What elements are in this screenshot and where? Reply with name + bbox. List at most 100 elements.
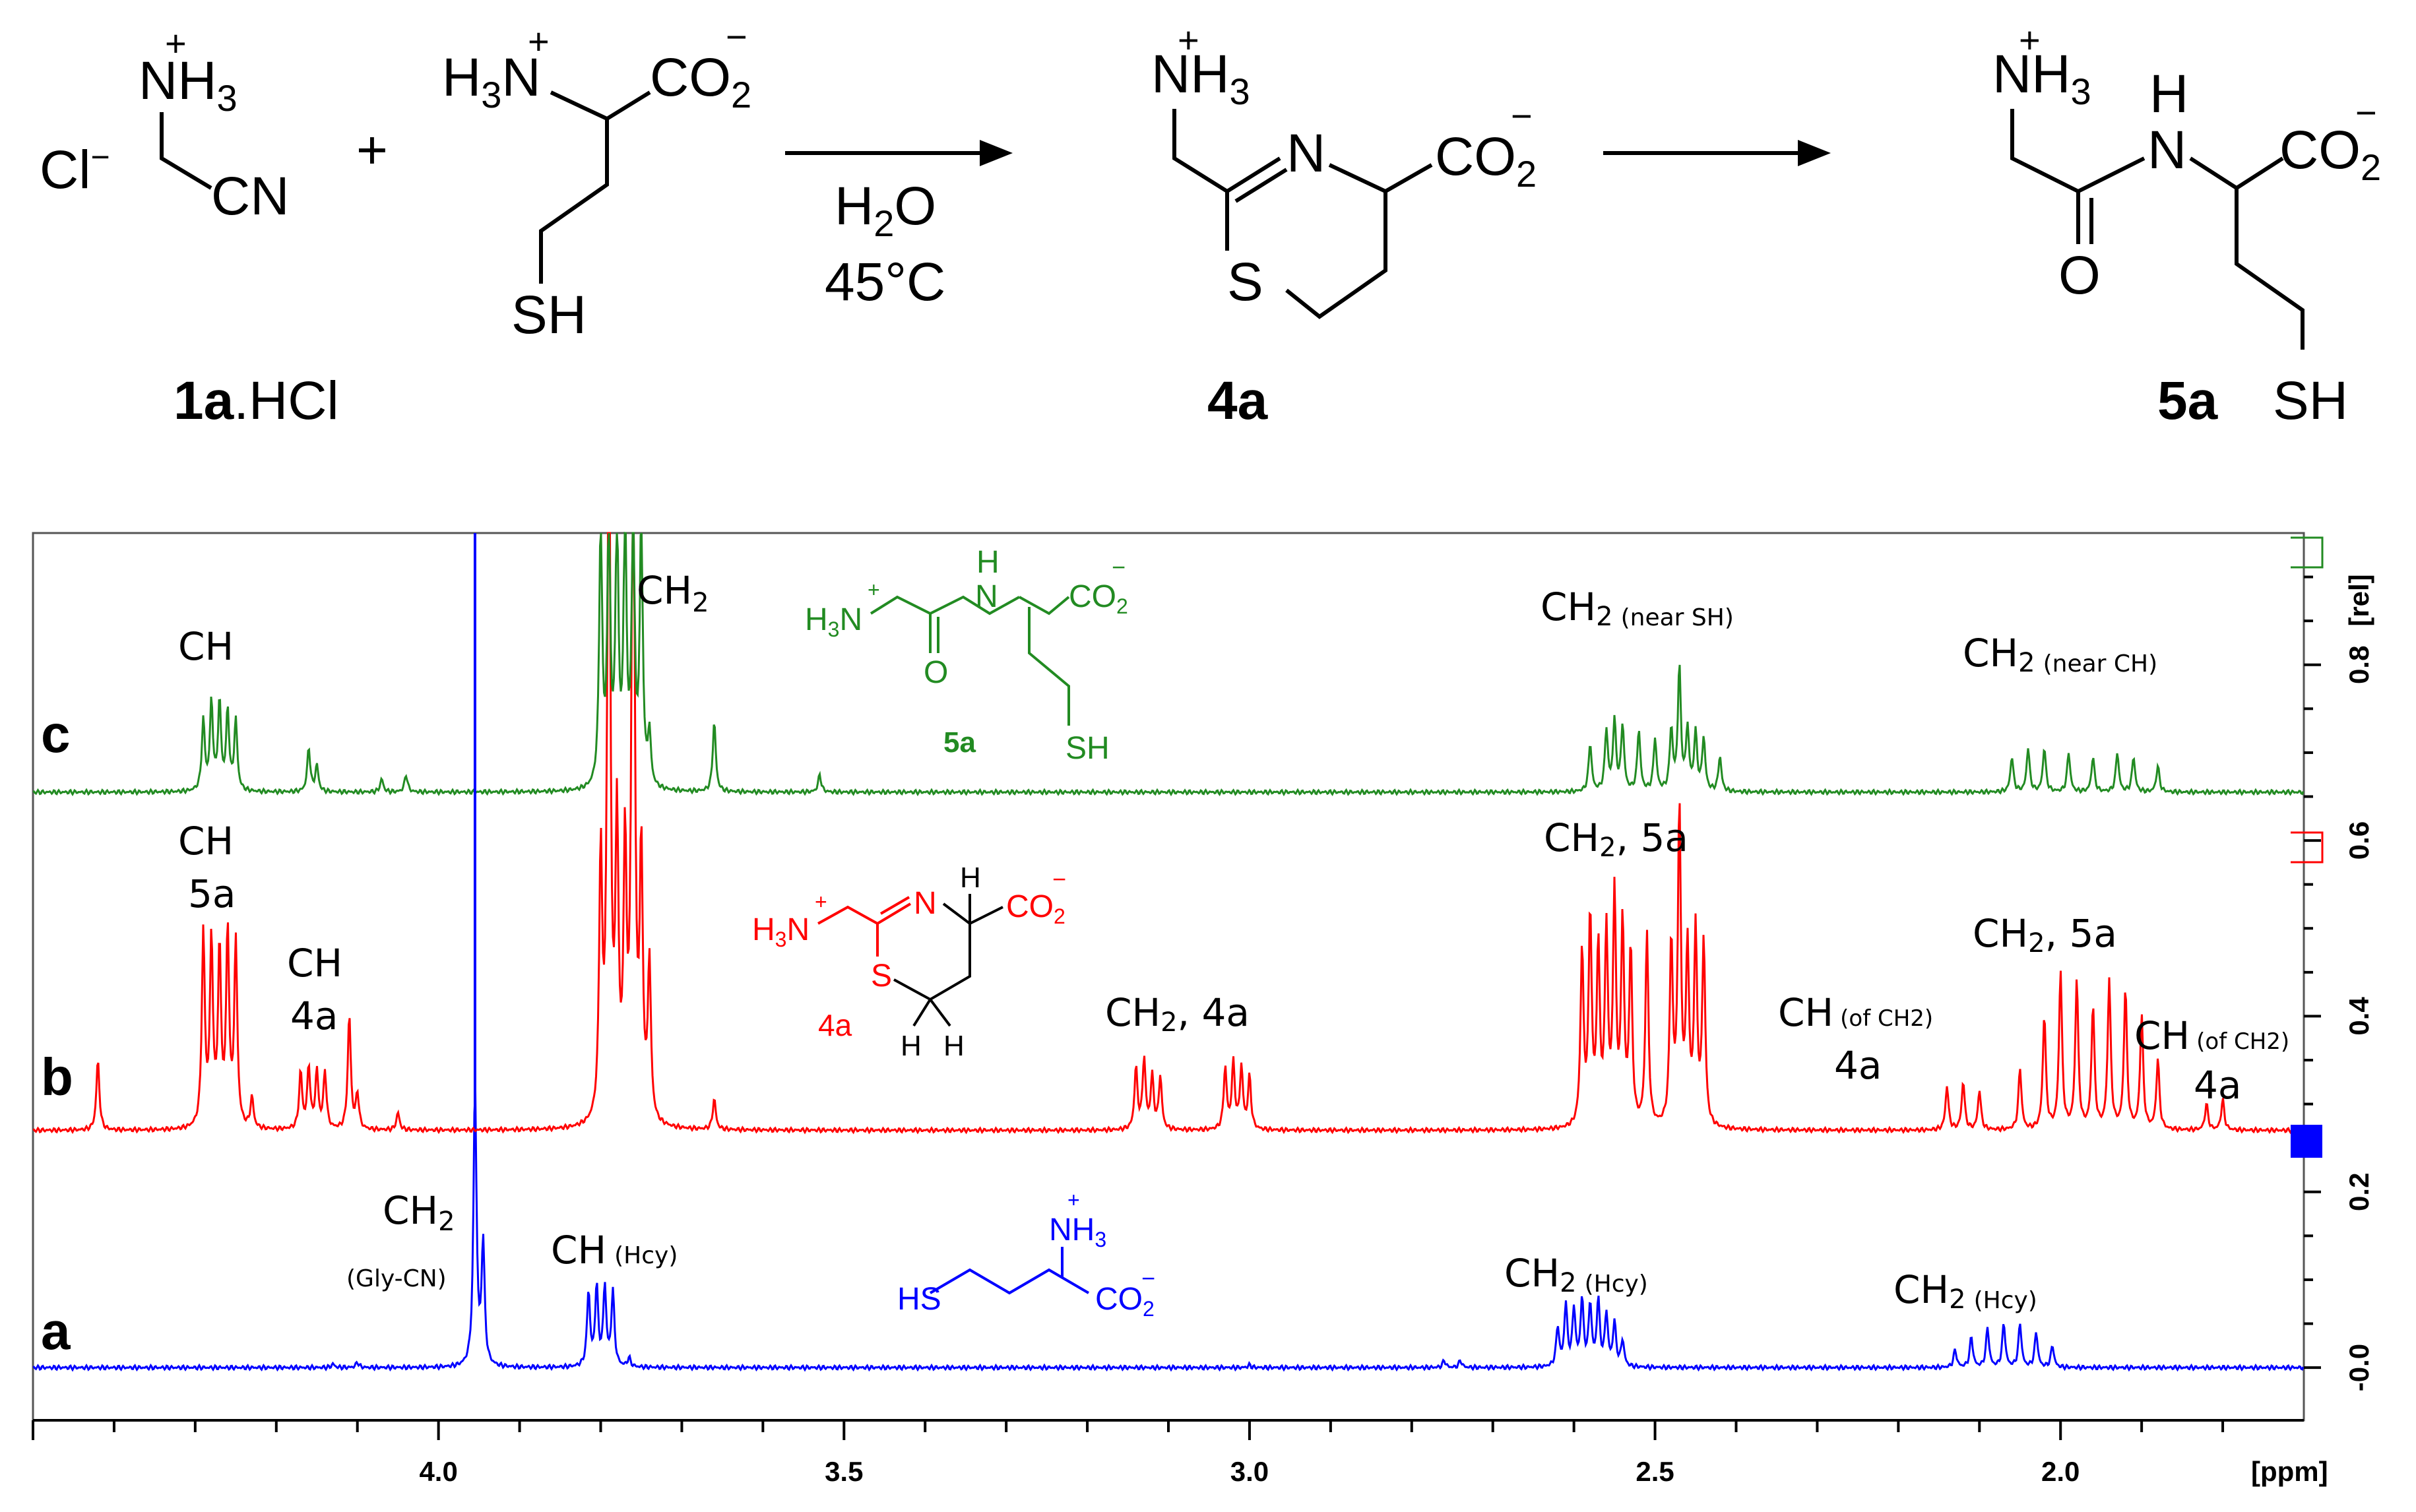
5a-amide-h: H xyxy=(2149,64,2188,124)
spectrum-trace-c xyxy=(32,532,2305,797)
5a-thiol: SH xyxy=(2273,371,2348,431)
red-label: 4a xyxy=(818,1008,852,1042)
green-alpha xyxy=(1019,596,1070,615)
5a-ammonium-charge: + xyxy=(2019,19,2041,61)
5a-carbonyl-o: O xyxy=(2058,245,2101,305)
annotations-b: CH 5a CH 4a CH2, 4a CH2, 5a CH2, 5a CH (o… xyxy=(178,815,2289,1108)
4a-ammonium-charge: + xyxy=(1178,19,1199,61)
x-tick-label: 2.0 xyxy=(2041,1456,2080,1487)
red-ring-right xyxy=(893,902,971,1001)
green-sidechain xyxy=(1028,607,1070,726)
compound-5a: NH3 + O N H CO2 − SH 5a xyxy=(1992,19,2381,431)
red-h1: H xyxy=(901,1030,922,1062)
b-ch-5a-line2: 5a xyxy=(188,871,236,916)
green-label: 5a xyxy=(943,726,976,759)
y-tick-label: -0.0 xyxy=(2343,1344,2374,1391)
red-h2: H xyxy=(943,1030,965,1062)
spectrum-trace-a xyxy=(32,1092,2305,1372)
hcy-amine-charge: + xyxy=(528,20,550,62)
green-carboxylate: CO2 xyxy=(1069,579,1128,618)
x-axis-ticks: 4.0 3.5 3.0 2.5 2.0 xyxy=(32,1420,2225,1487)
a-ch2-hcy-1: CH2 (Hcy) xyxy=(1504,1251,1648,1298)
4a-ring xyxy=(1285,163,1387,319)
c-ch: CH xyxy=(178,624,234,669)
blue-carboxylate: CO2 xyxy=(1095,1282,1155,1321)
5a-sidechain xyxy=(2235,188,2305,350)
y-axis-label: [rel] xyxy=(2343,574,2374,626)
inset-structure-5a: H3N + O N H CO2 − SH 5a xyxy=(805,545,1128,766)
green-thiol: SH xyxy=(1065,731,1110,766)
x-tick-label: 2.5 xyxy=(1636,1456,1674,1487)
inset-structure-4a: H3N + N S H H H CO2 − 4a xyxy=(752,862,1066,1062)
red-amine: H3N xyxy=(752,912,810,951)
b-ch2-4a: CH2, 4a xyxy=(1105,990,1250,1038)
spectrum-traces xyxy=(32,532,2305,1372)
condition-solvent: H2O xyxy=(835,176,936,244)
4a-ammonium: NH3 xyxy=(1151,44,1250,112)
condition-temperature: 45°C xyxy=(825,252,945,312)
a-ch2-glycn: CH2 xyxy=(383,1188,455,1237)
green-backbone xyxy=(870,595,1020,615)
5a-carboxylate-charge: − xyxy=(2355,92,2377,133)
green-amine-charge: + xyxy=(868,578,880,602)
a-ch2-hcy-2: CH2 (Hcy) xyxy=(1893,1267,2037,1315)
reaction-arrow-1: H2O 45°C xyxy=(785,140,1013,312)
green-amide-h: H xyxy=(976,545,1000,580)
marker-a xyxy=(2291,1125,2322,1158)
green-carboxylate-charge: − xyxy=(1112,553,1126,581)
ammonium-charge: + xyxy=(165,22,187,64)
a-ch-hcy: CH (Hcy) xyxy=(551,1228,678,1273)
red-h-top: H xyxy=(960,862,981,894)
hcy-carboxylate: CO2 xyxy=(650,47,751,115)
5a-alpha xyxy=(2189,156,2284,191)
green-amide-n: N xyxy=(975,579,998,614)
red-ring-s: S xyxy=(871,959,892,993)
red-carboxylate-charge: − xyxy=(1052,866,1066,893)
c-ch2-near-sh: CH2 (near SH) xyxy=(1541,584,1734,632)
green-o: O xyxy=(924,655,948,690)
b-ch-of-ch2-2-label: 4a xyxy=(2194,1063,2241,1108)
reaction-scheme: Cl− NH3 + CN 1a.HCl + H3N + CO2 − SH H2O… xyxy=(40,16,2381,431)
nmr-chart: 4.0 3.5 3.0 2.5 2.0 0.8 0.6 0.4 0.2 -0.0 [ppm] [… xyxy=(32,532,2374,1487)
a-glycn-note: (Gly-CN) xyxy=(346,1265,447,1292)
marker-b xyxy=(2291,831,2324,864)
4a-bond-co2 xyxy=(1384,163,1433,193)
5a-amide-n: N xyxy=(2147,120,2186,180)
trace-label-b: b xyxy=(41,1048,73,1106)
c-ch2: CH2 xyxy=(637,568,709,618)
x-tick-label: 3.5 xyxy=(825,1456,863,1487)
y-tick-label: 0.8 xyxy=(2343,646,2374,684)
b-ch2-5a-a: CH2, 5a xyxy=(1544,815,1688,863)
y-tick-label: 0.2 xyxy=(2343,1173,2374,1211)
blue-chain xyxy=(929,1268,1090,1295)
4a-imine-double xyxy=(1234,168,1288,203)
hcy-backbone xyxy=(550,90,651,121)
hcy-carboxylate-charge: − xyxy=(726,16,747,57)
compound-1a: Cl− NH3 + CN 1a.HCl xyxy=(40,22,339,431)
trace-markers xyxy=(2291,536,2324,1158)
b-ch-of-ch2-1: CH (of CH2) xyxy=(1778,990,1933,1035)
red-bond-h2 xyxy=(929,998,951,1027)
inset-structure-hcy: NH3 + HS CO2 − xyxy=(897,1188,1155,1321)
label-4a: 4a xyxy=(1207,371,1269,431)
4a-ring-n: N xyxy=(1287,123,1325,183)
4a-ring-s: S xyxy=(1227,252,1263,312)
annotations-c: CH CH2 CH2 (near SH) CH2 (near CH) xyxy=(178,568,2157,678)
blue-thiol: HS xyxy=(897,1282,941,1317)
b-ch2-5a-b: CH2, 5a xyxy=(1973,911,2117,959)
c-ch2-near-ch: CH2 (near CH) xyxy=(1963,631,2157,678)
5a-backbone xyxy=(2010,109,2146,194)
reaction-arrow-2 xyxy=(1603,140,1831,166)
b-ch-5a-line1: CH xyxy=(178,819,234,864)
green-amine: H3N xyxy=(805,602,862,641)
label-1a: 1a.HCl xyxy=(174,371,339,431)
hcy-thiol: SH xyxy=(511,285,587,345)
4a-carboxylate: CO2 xyxy=(1435,127,1537,195)
b-ch-of-ch2-2: CH (of CH2) xyxy=(2134,1013,2289,1058)
red-ring-n: N xyxy=(914,886,937,921)
compound-4a: NH3 + N S CO2 − 4a xyxy=(1151,19,1537,431)
x-axis-label: [ppm] xyxy=(2251,1456,2328,1487)
x-tick-label: 3.0 xyxy=(1230,1456,1269,1487)
y-axis-ticks: 0.8 0.6 0.4 0.2 -0.0 xyxy=(2304,575,2374,1391)
